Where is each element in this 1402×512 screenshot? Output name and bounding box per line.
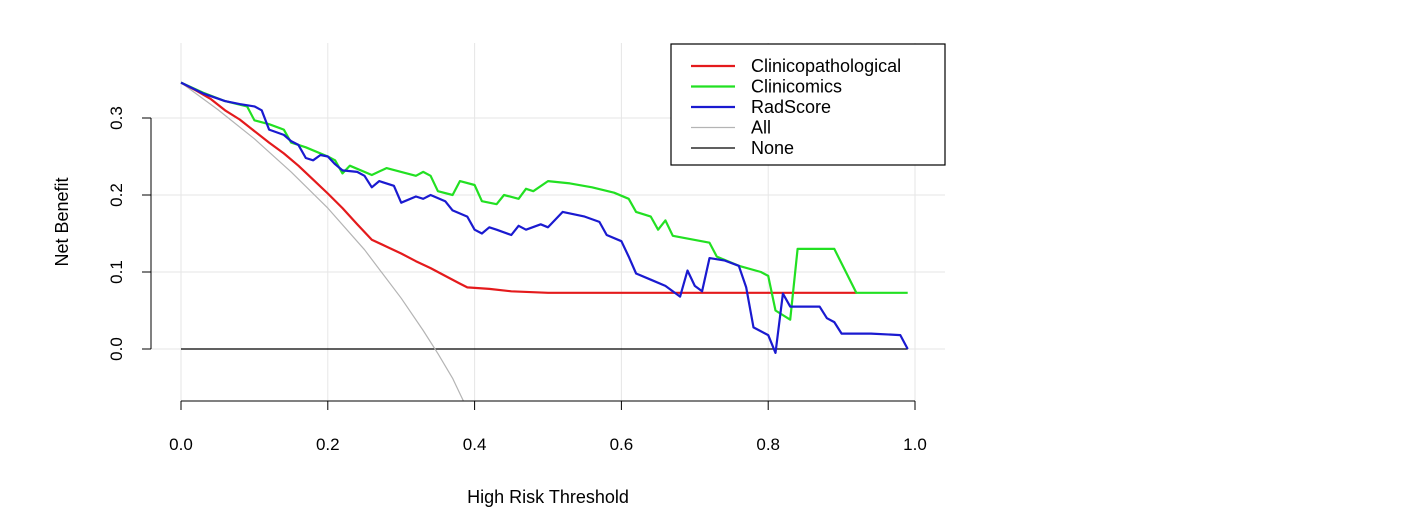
legend-label: Clinicopathological [751,56,901,76]
series-line-radscore [180,81,909,354]
y-tick-label: 0.1 [107,260,126,284]
x-tick-label: 0.2 [316,435,340,454]
y-tick-label: 0.0 [107,337,126,361]
x-tick-label: 0.0 [169,435,193,454]
x-tick-label: 0.8 [756,435,780,454]
series-layer [180,81,909,401]
y-tick-label: 0.3 [107,106,126,130]
legend-label: Clinicomics [751,77,842,97]
x-axis-label: High Risk Threshold [467,487,629,507]
y-tick-label: 0.2 [107,183,126,207]
legend-label: RadScore [751,97,831,117]
series-line-all [180,82,465,401]
legend: ClinicopathologicalClinicomicsRadScoreAl… [670,43,946,166]
x-tick-label: 0.6 [610,435,634,454]
legend-label: None [751,138,794,158]
y-axis-label: Net Benefit [52,177,72,266]
x-tick-label: 1.0 [903,435,927,454]
legend-box [670,43,946,166]
x-tick-label: 0.4 [463,435,487,454]
series-line-clinicopathological [180,81,857,294]
axes: 0.0 0.2 0.4 0.6 0.8 1.0 0.0 0.1 0.2 0.3 [107,106,927,454]
legend-label: All [751,118,771,138]
